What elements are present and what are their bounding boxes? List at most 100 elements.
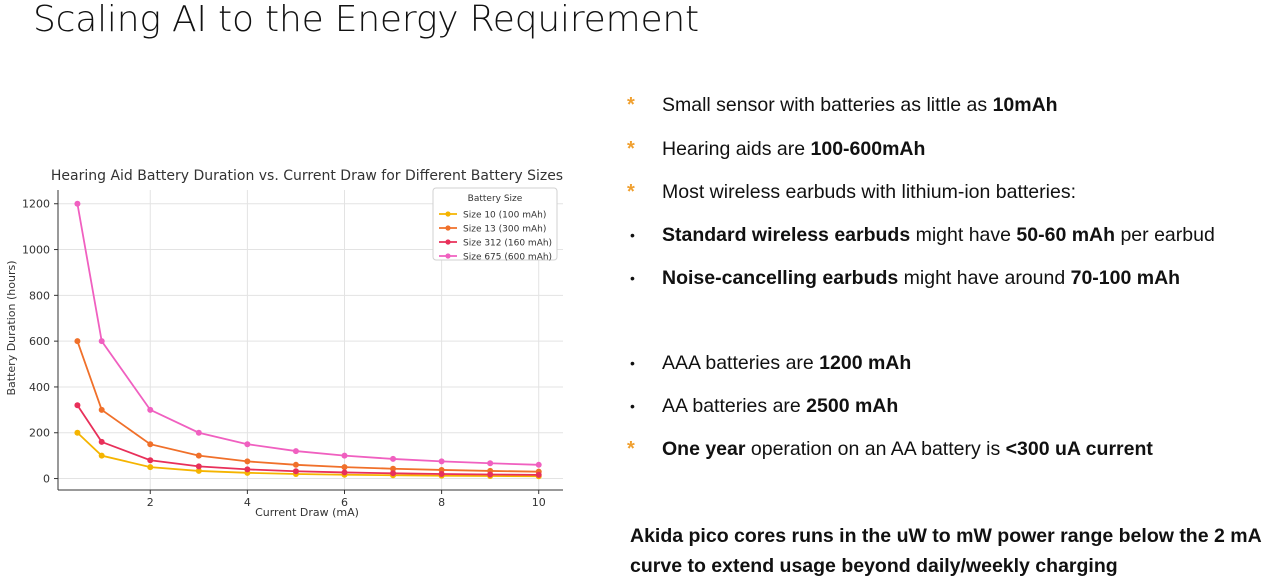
bullet-text: Hearing aids are 100-600mAh xyxy=(662,138,925,161)
data-point xyxy=(98,406,105,413)
data-point xyxy=(487,471,494,478)
legend-title: Battery Size xyxy=(468,194,523,204)
bullet-text: Most wireless earbuds with lithium-ion b… xyxy=(662,181,1076,204)
chart-ticks: 2 4 6 8 10 0 200 400 600 800 1000 1200 xyxy=(22,198,546,509)
data-point xyxy=(74,402,81,409)
bullet-text-run: Hearing aids are xyxy=(662,138,811,160)
bullet-text-run: Small sensor with batteries as little as xyxy=(662,94,993,116)
data-point xyxy=(74,429,81,436)
data-point xyxy=(195,463,202,470)
legend-swatch-marker xyxy=(445,239,451,245)
legend-entry: Size 312 (160 mAh) xyxy=(463,239,552,249)
y-tick-label: 1000 xyxy=(22,244,50,257)
series-group xyxy=(74,200,542,468)
legend-entry: Size 675 (600 mAh) xyxy=(463,253,552,263)
bullet-text: Standard wireless earbuds might have 50-… xyxy=(662,224,1215,247)
series-group xyxy=(74,402,542,478)
bullet-dot-icon: • xyxy=(630,270,635,286)
chart-grid xyxy=(58,190,563,490)
legend-swatch-marker xyxy=(445,225,451,231)
bullet-text-run: operation on an AA battery is xyxy=(745,438,1006,460)
slide-title: Scaling AI to the Energy Requirement xyxy=(33,0,699,40)
bullet-text-bold: 50-60 mAh xyxy=(1016,224,1116,246)
data-point xyxy=(147,464,154,471)
legend-entry: Size 13 (300 mAh) xyxy=(463,225,546,235)
data-point xyxy=(74,200,81,207)
chart-axes xyxy=(57,190,563,491)
y-axis-label: Battery Duration (hours) xyxy=(5,261,18,396)
asterisk-icon: * xyxy=(627,438,635,460)
data-point xyxy=(341,452,348,459)
bullet-text-bold: <300 uA current xyxy=(1005,438,1153,460)
bullet-text-bold: 100-600mAh xyxy=(810,138,926,160)
asterisk-icon: * xyxy=(627,181,635,203)
y-tick-label: 0 xyxy=(43,473,50,486)
bullet-text-bold: 10mAh xyxy=(992,94,1058,116)
data-point xyxy=(341,469,348,476)
data-point xyxy=(390,455,397,462)
data-point xyxy=(98,438,105,445)
bullet-text: Noise-cancelling earbuds might have arou… xyxy=(662,267,1180,290)
data-point xyxy=(487,460,494,467)
bullet-dot-icon: • xyxy=(630,355,635,371)
data-point xyxy=(147,457,154,464)
data-point xyxy=(292,461,299,468)
data-point xyxy=(147,406,154,413)
bullet-dot-icon: • xyxy=(630,227,635,243)
data-point xyxy=(195,467,202,474)
y-tick-label: 600 xyxy=(29,335,50,348)
bullet-text-run: per earbud xyxy=(1115,224,1215,246)
bullet-list: * Small sensor with batteries as little a… xyxy=(627,0,1277,584)
data-point xyxy=(244,441,251,448)
data-point xyxy=(195,452,202,459)
bullet-text-run: AA batteries are xyxy=(662,395,807,417)
bullet-text-bold: Noise-cancelling earbuds xyxy=(662,267,899,289)
data-point xyxy=(98,338,105,345)
bullet-text: AAA batteries are 1200 mAh xyxy=(662,352,911,375)
bullet-text-bold: Standard wireless earbuds xyxy=(662,224,911,246)
bullet-text-run: might have around xyxy=(898,267,1071,289)
asterisk-icon: * xyxy=(627,138,635,160)
battery-duration-chart: Hearing Aid Battery Duration vs. Current… xyxy=(5,168,563,519)
data-point xyxy=(390,465,397,472)
chart-title: Hearing Aid Battery Duration vs. Current… xyxy=(51,168,563,184)
series-group xyxy=(74,338,542,475)
series-line xyxy=(76,404,539,476)
data-point xyxy=(244,466,251,473)
legend-box xyxy=(432,187,558,261)
data-point xyxy=(74,338,81,345)
data-point xyxy=(390,470,397,477)
x-axis-label: Current Draw (mA) xyxy=(255,506,359,519)
x-tick-label: 8 xyxy=(438,496,445,509)
y-tick-label: 200 xyxy=(29,427,50,440)
bullet-text-run: AAA batteries are xyxy=(662,352,820,374)
bullet-text-bold: 1200 mAh xyxy=(819,352,912,374)
y-tick-label: 400 xyxy=(29,381,50,394)
data-point xyxy=(195,429,202,436)
x-tick-label: 4 xyxy=(244,496,251,509)
data-point xyxy=(244,458,251,465)
bullet-text-run: might have xyxy=(910,224,1017,246)
bullet-text-bold: One year xyxy=(662,438,746,460)
data-point xyxy=(438,470,445,477)
x-tick-label: 6 xyxy=(341,496,348,509)
bullet-dot-icon: • xyxy=(630,398,635,414)
y-tick-label: 800 xyxy=(29,289,50,302)
data-point xyxy=(438,458,445,465)
data-point xyxy=(535,471,542,478)
legend-entry: Size 10 (100 mAh) xyxy=(463,211,546,221)
asterisk-icon: * xyxy=(627,94,635,116)
legend-swatch-marker xyxy=(445,253,451,259)
data-point xyxy=(98,452,105,459)
bullet-text-run: Most wireless earbuds with lithium-ion b… xyxy=(662,181,1076,203)
data-point xyxy=(341,464,348,471)
bullet-text-bold: 2500 mAh xyxy=(806,395,899,417)
data-point xyxy=(292,468,299,475)
footer-statement: Akida pico cores runs in the uW to mW po… xyxy=(630,525,1261,577)
bullet-text-bold: 70-100 mAh xyxy=(1070,267,1181,289)
data-point xyxy=(535,461,542,468)
chart-legend: Battery Size Size 10 (100 mAh) Size 13 (30… xyxy=(432,187,558,263)
bullet-text: One year operation on an AA battery is <… xyxy=(662,438,1153,461)
x-tick-label: 10 xyxy=(532,496,546,509)
bullet-text: Small sensor with batteries as little as… xyxy=(662,94,1058,117)
